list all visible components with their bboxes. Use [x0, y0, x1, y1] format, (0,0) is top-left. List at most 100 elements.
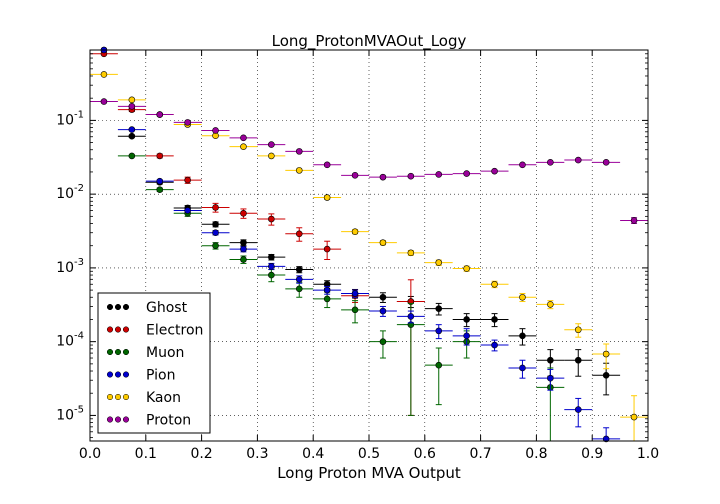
marker — [212, 242, 219, 249]
data-point — [424, 171, 453, 178]
marker — [574, 156, 582, 164]
marker — [435, 259, 443, 266]
legend-entry-proton: Proton — [106, 413, 191, 429]
data-point — [285, 281, 314, 298]
data-point — [341, 300, 369, 324]
data-point — [117, 132, 146, 140]
data-point — [369, 305, 397, 317]
series-layer — [90, 46, 648, 443]
marker — [212, 204, 219, 211]
data-point — [369, 239, 397, 246]
marker — [435, 327, 443, 335]
data-point — [424, 347, 453, 406]
marker — [379, 173, 387, 181]
marker — [463, 316, 470, 323]
marker — [212, 221, 219, 228]
legend-label: Ghost — [146, 300, 188, 316]
legend-marker — [122, 303, 130, 311]
legend: Ghost Electron Muon Pion Kaon Proton — [97, 292, 211, 434]
y-tick-label: 10-2 — [56, 183, 84, 202]
data-point — [201, 221, 230, 228]
legend-entry-electron: Electron — [106, 323, 203, 339]
x-tick-label: 0.1 — [135, 446, 157, 462]
x-tick-label: 0.9 — [581, 446, 603, 462]
marker — [268, 141, 275, 148]
marker — [379, 293, 387, 301]
marker — [491, 280, 498, 288]
data-point — [201, 242, 230, 250]
legend-marker — [114, 303, 122, 311]
data-point — [564, 323, 593, 338]
marker — [519, 293, 526, 301]
legend-marker — [122, 393, 130, 401]
data-point — [396, 249, 425, 257]
marker — [295, 167, 303, 174]
marker — [240, 239, 247, 246]
data-point — [257, 152, 286, 160]
data-point — [173, 207, 202, 214]
data-point — [201, 202, 230, 213]
data-point — [201, 132, 230, 139]
legend-marker — [106, 326, 114, 333]
legend-label: Proton — [146, 413, 191, 429]
legend-marker — [106, 416, 114, 423]
marker — [407, 249, 415, 257]
data-point — [620, 395, 648, 441]
data-point — [620, 217, 648, 224]
data-point — [452, 313, 481, 328]
data-point — [564, 397, 593, 428]
marker — [435, 361, 443, 369]
marker — [351, 228, 359, 235]
legend-entry-kaon: Kaon — [106, 390, 181, 406]
data-point — [536, 300, 565, 310]
marker — [156, 152, 164, 160]
data-point — [229, 208, 258, 219]
data-point — [424, 259, 453, 266]
data-point — [257, 253, 286, 261]
data-point — [313, 285, 342, 295]
data-point — [285, 167, 314, 174]
y-tick-label: 10-3 — [56, 257, 84, 276]
legend-marker — [114, 393, 122, 401]
x-tick-label: 1.0 — [637, 446, 659, 462]
legend-marker — [122, 326, 130, 333]
x-tick-label: 0.6 — [414, 446, 436, 462]
data-point — [145, 177, 174, 185]
marker — [128, 132, 136, 140]
marker — [407, 172, 415, 180]
marker — [184, 176, 191, 184]
marker — [128, 103, 136, 110]
marker — [268, 271, 275, 279]
marker — [630, 217, 638, 224]
legend-entry-pion: Pion — [106, 368, 175, 384]
data-point — [369, 330, 397, 359]
data-point — [145, 152, 174, 160]
legend-box — [97, 292, 211, 434]
marker — [491, 341, 498, 349]
data-point — [396, 310, 425, 324]
data-point — [480, 339, 509, 352]
legend-label: Muon — [146, 345, 184, 361]
legend-marker — [114, 348, 122, 356]
data-point — [369, 173, 397, 181]
y-tick-label: 10-5 — [56, 404, 84, 423]
data-point — [229, 143, 258, 150]
data-point — [229, 255, 258, 264]
marker — [295, 148, 303, 155]
marker — [240, 209, 247, 217]
marker — [295, 230, 303, 238]
x-tick-label: 0.0 — [79, 446, 101, 462]
marker — [351, 290, 359, 297]
data-point — [508, 292, 537, 303]
legend-marker — [122, 416, 130, 423]
y-tick-label: 10-1 — [56, 109, 84, 128]
data-point — [201, 229, 230, 237]
legend-marker — [122, 348, 130, 356]
data-point — [313, 194, 342, 201]
marker — [519, 161, 526, 169]
marker — [547, 374, 554, 382]
y-tick-label: 10-4 — [56, 331, 84, 350]
marker — [602, 159, 610, 166]
marker — [407, 313, 415, 320]
